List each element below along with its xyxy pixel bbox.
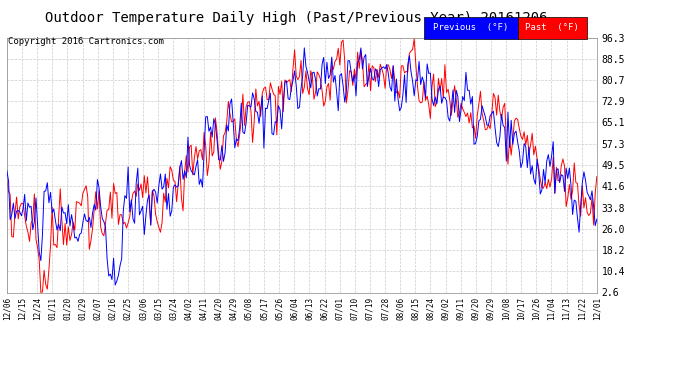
Text: Copyright 2016 Cartronics.com: Copyright 2016 Cartronics.com (8, 38, 164, 46)
Text: Previous  (°F): Previous (°F) (433, 23, 509, 32)
Text: Outdoor Temperature Daily High (Past/Previous Year) 20161206: Outdoor Temperature Daily High (Past/Pre… (46, 11, 548, 25)
Text: Past  (°F): Past (°F) (525, 23, 579, 32)
